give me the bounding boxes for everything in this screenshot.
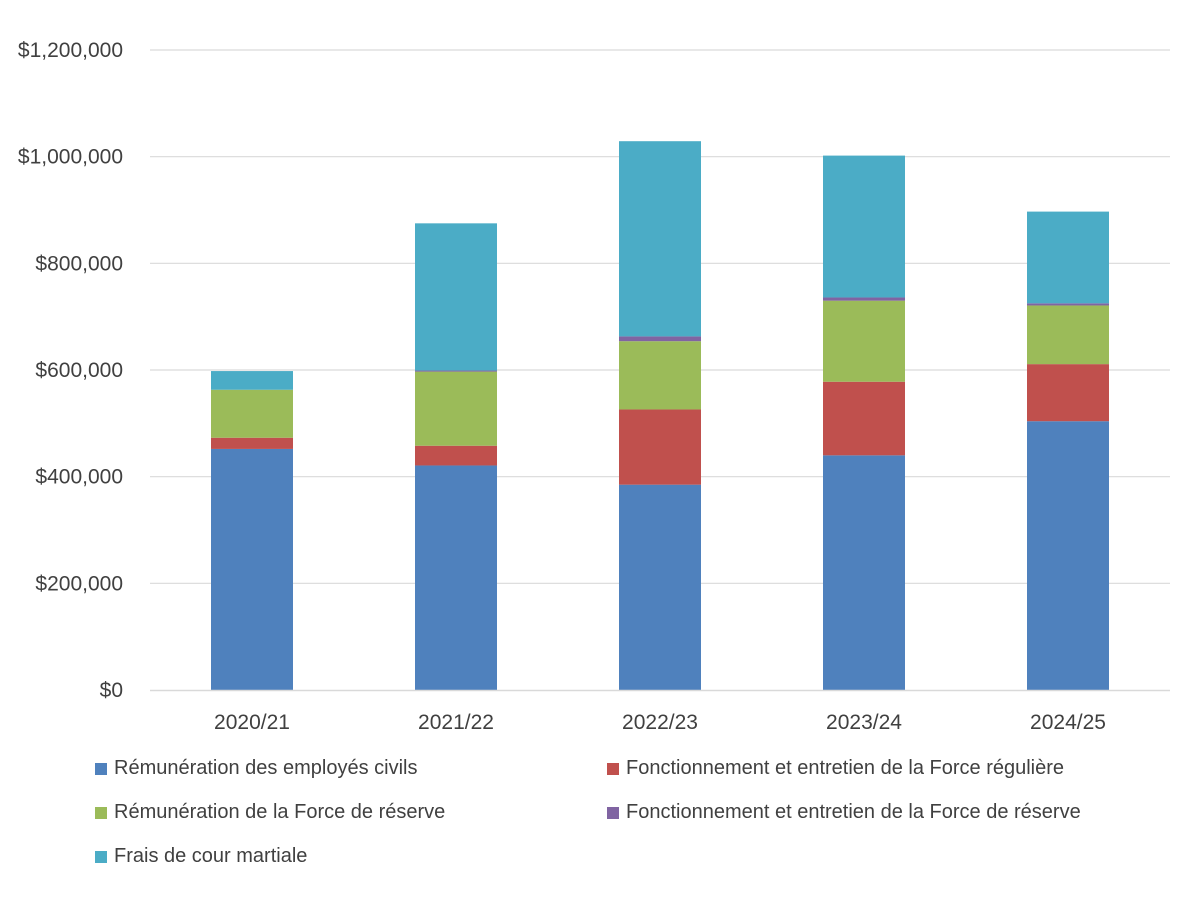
y-tick-label: $400,000 bbox=[35, 466, 123, 489]
y-tick-label: $600,000 bbox=[35, 359, 123, 382]
legend-item-reserve-force-om: Fonctionnement et entretien de la Force … bbox=[607, 801, 1081, 824]
legend-label: Frais de cour martiale bbox=[114, 845, 308, 867]
y-tick-label: $800,000 bbox=[35, 252, 123, 275]
x-tick-label: 2021/22 bbox=[418, 711, 494, 734]
y-tick-label: $0 bbox=[100, 679, 123, 702]
legend-item-reserve-force-pay: Rémunération de la Force de réserve bbox=[95, 801, 445, 824]
bar-segment bbox=[415, 371, 497, 446]
bar-segment bbox=[415, 465, 497, 690]
bar-segment bbox=[619, 341, 701, 410]
bar-segment bbox=[823, 381, 905, 456]
y-tick-label: $1,200,000 bbox=[18, 39, 123, 62]
x-tick-label: 2020/21 bbox=[214, 711, 290, 734]
bar-segment bbox=[1027, 364, 1109, 422]
legend-swatch bbox=[95, 806, 107, 819]
legend-item-regular-force-om: Fonctionnement et entretien de la Force … bbox=[607, 757, 1064, 780]
bar-segment bbox=[619, 484, 701, 690]
y-axis: $0 $200,000 $400,000 $600,000 $800,000 $1,000… bbox=[18, 39, 123, 702]
legend-item-court-martial-costs: Frais de cour martiale bbox=[95, 845, 307, 868]
bar-segment bbox=[1027, 211, 1109, 304]
legend-swatch bbox=[607, 806, 619, 819]
legend-label: Fonctionnement et entretien de la Force … bbox=[626, 757, 1065, 779]
bar-segment bbox=[211, 371, 293, 390]
legend-label: Fonctionnement et entretien de la Force … bbox=[626, 801, 1081, 823]
bar-segment bbox=[415, 370, 497, 372]
bar-segment bbox=[1027, 421, 1109, 690]
legend-label: Rémunération des employés civils bbox=[114, 757, 418, 779]
bars bbox=[211, 141, 1109, 690]
legend-swatch bbox=[95, 762, 107, 775]
bar-segment bbox=[619, 336, 701, 342]
bar-segment bbox=[415, 445, 497, 466]
x-axis: 2020/21 2021/22 2022/23 2023/24 2024/25 bbox=[214, 711, 1106, 734]
x-tick-label: 2023/24 bbox=[826, 711, 902, 734]
bar-segment bbox=[211, 448, 293, 690]
bar-segment bbox=[211, 389, 293, 438]
legend-swatch bbox=[95, 850, 107, 863]
y-tick-label: $1,000,000 bbox=[18, 146, 123, 169]
bar-segment bbox=[823, 297, 905, 301]
bar-segment bbox=[823, 155, 905, 298]
y-tick-label: $200,000 bbox=[35, 572, 123, 595]
bar-segment bbox=[823, 455, 905, 690]
bar-segment bbox=[415, 223, 497, 371]
x-tick-label: 2022/23 bbox=[622, 711, 698, 734]
bar-segment bbox=[1027, 303, 1109, 306]
legend-item-civilian-pay: Rémunération des employés civils bbox=[95, 757, 417, 780]
legend-label: Rémunération de la Force de réserve bbox=[114, 801, 446, 823]
bar-segment bbox=[619, 141, 701, 337]
bar-segment bbox=[211, 437, 293, 449]
bar-segment bbox=[823, 300, 905, 382]
x-tick-label: 2024/25 bbox=[1030, 711, 1106, 734]
bar-segment bbox=[619, 409, 701, 485]
bar-segment bbox=[1027, 305, 1109, 365]
legend-swatch bbox=[607, 762, 619, 775]
